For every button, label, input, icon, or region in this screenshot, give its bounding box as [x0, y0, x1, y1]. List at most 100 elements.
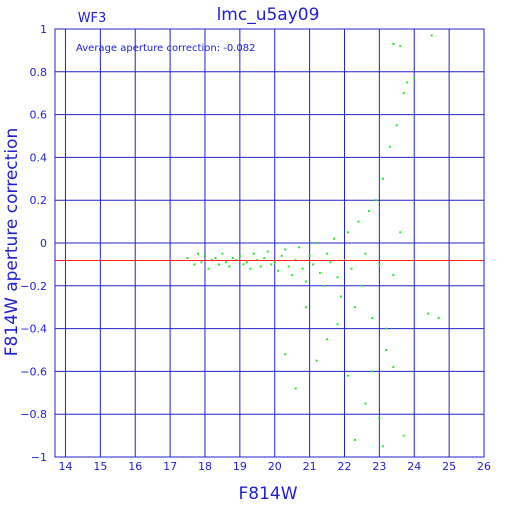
data-point — [437, 316, 440, 319]
x-tick-label: 17 — [163, 460, 177, 473]
data-point — [305, 280, 308, 283]
y-axis-label: F814W aperture correction — [2, 128, 22, 356]
average-correction-annotation: Average aperture correction: -0.082 — [76, 43, 256, 54]
data-point — [392, 42, 395, 45]
data-point — [308, 254, 311, 257]
data-point — [430, 34, 433, 37]
y-tick-label: 0.4 — [30, 151, 48, 164]
data-point — [245, 261, 248, 264]
data-point — [207, 267, 210, 270]
data-point — [378, 417, 381, 420]
data-point — [399, 231, 402, 234]
data-point — [371, 370, 374, 373]
data-point — [214, 256, 217, 259]
x-axis-label: F814W — [238, 484, 297, 504]
data-point — [371, 316, 374, 319]
data-point — [287, 265, 290, 268]
data-point — [291, 274, 294, 277]
data-point — [346, 374, 349, 377]
data-point — [333, 237, 336, 240]
data-point — [385, 349, 388, 351]
x-tick-label: 26 — [477, 460, 491, 473]
data-point — [326, 252, 329, 255]
data-point — [249, 267, 252, 270]
data-point — [329, 261, 332, 264]
data-point — [200, 261, 203, 264]
data-point — [270, 263, 273, 266]
x-tick-label: 15 — [93, 460, 107, 473]
data-point — [399, 45, 402, 48]
y-tick-label: −1 — [31, 451, 47, 464]
x-axis-ticks: 14 15 16 17 18 19 20 21 22 23 24 25 26 — [58, 460, 491, 473]
data-point — [224, 261, 227, 264]
y-tick-label: −0.2 — [20, 280, 47, 293]
data-point — [346, 231, 349, 234]
data-point — [284, 353, 287, 356]
x-tick-label: 16 — [128, 460, 142, 473]
data-point — [413, 77, 416, 80]
data-point — [322, 284, 325, 287]
data-point — [242, 263, 245, 266]
y-tick-label: 0 — [40, 237, 47, 250]
data-point — [402, 92, 405, 95]
data-point — [353, 438, 356, 441]
data-point — [392, 366, 395, 369]
x-tick-label: 24 — [407, 460, 421, 473]
y-tick-label: −0.4 — [20, 323, 47, 336]
data-point — [294, 387, 297, 390]
data-point — [315, 359, 318, 362]
data-point — [221, 252, 224, 255]
data-point — [350, 267, 353, 270]
data-point — [353, 306, 356, 309]
data-point — [273, 261, 276, 264]
y-tick-label: −0.8 — [20, 408, 47, 421]
data-point — [364, 402, 367, 405]
y-tick-label: −0.6 — [20, 365, 47, 378]
data-point — [263, 256, 266, 259]
data-point — [301, 267, 304, 270]
x-tick-label: 21 — [303, 460, 317, 473]
data-point — [360, 284, 363, 287]
data-point — [326, 338, 329, 341]
y-tick-label: 1 — [40, 23, 47, 36]
data-point — [193, 263, 196, 266]
data-point — [406, 81, 409, 84]
data-point — [197, 252, 199, 255]
data-point — [388, 145, 391, 148]
data-point — [186, 256, 189, 259]
x-tick-label: 18 — [198, 460, 212, 473]
data-point — [305, 306, 308, 309]
data-point — [374, 199, 377, 202]
plot-frame — [54, 28, 485, 458]
data-point — [336, 276, 339, 279]
data-point — [252, 252, 255, 255]
data-point — [280, 254, 283, 257]
x-tick-label: 25 — [442, 460, 456, 473]
x-tick-label: 20 — [268, 460, 282, 473]
y-tick-label: 0.8 — [30, 66, 48, 79]
data-point — [402, 434, 405, 437]
data-point — [298, 246, 301, 249]
data-point — [284, 248, 287, 251]
data-point — [315, 242, 318, 244]
data-point — [395, 124, 398, 127]
data-point — [231, 256, 234, 259]
x-tick-label: 14 — [58, 460, 72, 473]
data-point — [357, 220, 360, 223]
x-tick-label: 19 — [233, 460, 247, 473]
data-point — [378, 263, 381, 266]
x-tick-label: 22 — [337, 460, 351, 473]
data-point — [217, 263, 220, 266]
data-point — [228, 265, 231, 268]
y-tick-label: 0.2 — [30, 194, 48, 207]
chart-title: lmc_u5ay09 — [217, 5, 320, 25]
data-point — [312, 263, 315, 266]
data-point — [238, 254, 241, 257]
x-tick-label: 23 — [372, 460, 386, 473]
data-point — [266, 250, 269, 253]
data-point — [367, 209, 370, 212]
data-point — [203, 254, 206, 257]
data-point — [364, 252, 367, 255]
